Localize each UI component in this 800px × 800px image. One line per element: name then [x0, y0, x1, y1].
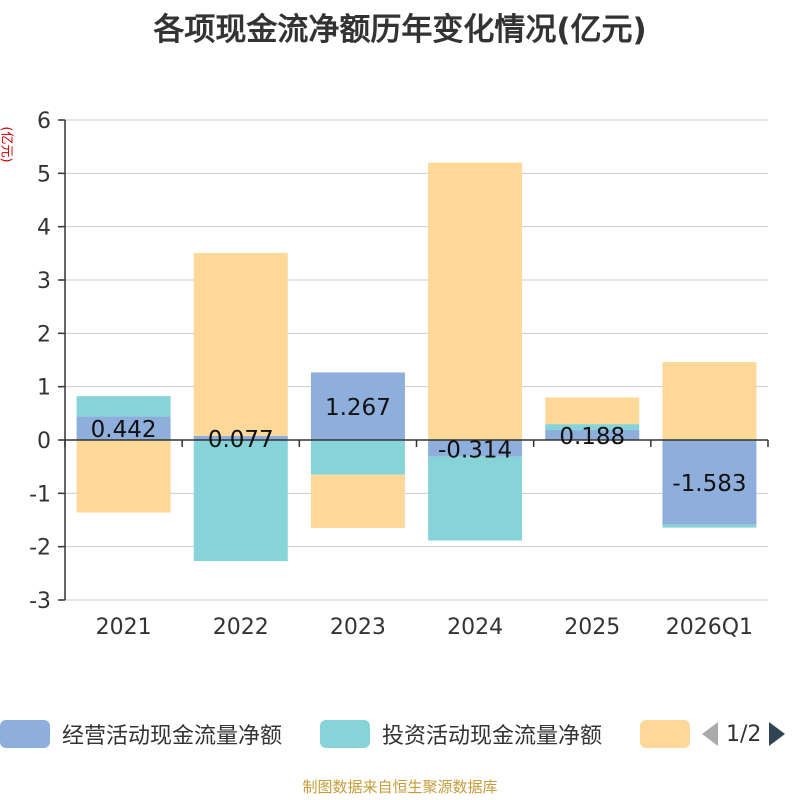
data-label: -0.314 — [438, 437, 512, 463]
bar-segment — [310, 372, 405, 440]
y-tick-label: -3 — [29, 589, 51, 614]
bar-segment — [428, 440, 523, 457]
cashflow-chart: -3 -2 -1 0 1 2 3 4 5 6 2021 2022 2023 2024 2025 2026Q1 0… — [29, 109, 769, 640]
bar-segment — [662, 524, 757, 528]
x-tick-label: 2021 — [96, 615, 152, 640]
data-label: -1.583 — [672, 471, 746, 497]
y-tick-label: 5 — [37, 162, 51, 187]
y-tick-label: 4 — [37, 216, 51, 241]
bar-segment — [545, 424, 640, 430]
y-tick-label: 1 — [37, 376, 51, 401]
bar-segment — [193, 252, 288, 436]
bar-segment — [662, 362, 757, 440]
bar-segment — [428, 456, 523, 541]
x-tick-label: 2022 — [213, 615, 269, 640]
legend-swatch-investing — [320, 720, 370, 748]
x-tick-label: 2024 — [447, 615, 503, 640]
legend-item-financing[interactable] — [640, 712, 690, 756]
bar-segment — [193, 440, 288, 562]
legend-swatch-operating — [0, 720, 50, 748]
bar-segment — [76, 396, 171, 417]
legend-page-indicator: 1/2 — [726, 721, 762, 747]
y-tick-label: 0 — [37, 429, 51, 454]
bar-segment — [193, 435, 288, 440]
legend-swatch-financing — [640, 720, 690, 748]
triangle-right-icon[interactable] — [767, 721, 787, 747]
y-tick-label: 2 — [37, 322, 51, 347]
triangle-left-icon[interactable] — [700, 721, 720, 747]
bar-segment — [662, 440, 757, 525]
legend-item-operating[interactable]: 经营活动现金流量净额 — [0, 712, 282, 756]
y-tick-label: 3 — [37, 269, 51, 294]
legend-label-operating: 经营活动现金流量净额 — [62, 724, 283, 749]
bar-segment — [545, 397, 640, 425]
x-tick-label: 2023 — [330, 615, 386, 640]
chart-title: 各项现金流净额历年变化情况(亿元) — [153, 12, 647, 48]
legend: 经营活动现金流量净额 投资活动现金流量净额 1/2 — [0, 712, 800, 756]
x-tick-label: 2025 — [564, 615, 620, 640]
legend-label-investing: 投资活动现金流量净额 — [382, 724, 603, 749]
y-tick-label: -2 — [29, 536, 51, 561]
bar-segment — [76, 416, 171, 440]
bar-segment — [428, 162, 523, 440]
data-label: 0.442 — [91, 417, 157, 443]
y-tick-label: -1 — [29, 482, 51, 507]
bar-segment — [545, 429, 640, 440]
x-tick-label: 2026Q1 — [666, 615, 753, 640]
data-source-footer: 制图数据来自恒生聚源数据库 — [302, 778, 498, 796]
bar-segment — [76, 440, 171, 513]
data-label: 0.077 — [208, 427, 274, 453]
data-label: 1.267 — [325, 395, 391, 421]
legend-item-investing[interactable]: 投资活动现金流量净额 — [320, 712, 602, 756]
y-tick-label: 6 — [37, 109, 51, 134]
data-label: 0.188 — [559, 424, 625, 450]
bar-segment — [310, 440, 405, 475]
legend-pager: 1/2 — [700, 712, 787, 756]
bar-segment — [310, 474, 405, 528]
